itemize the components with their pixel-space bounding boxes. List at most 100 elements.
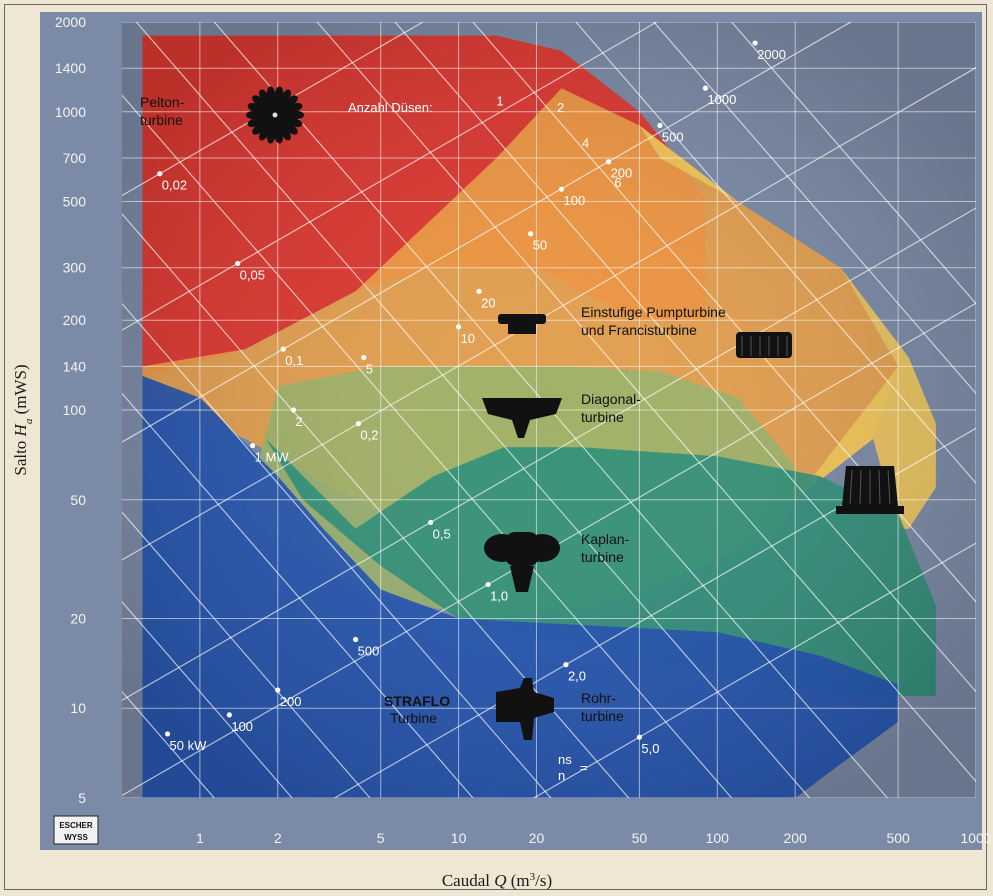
escher-wyss-logo: ESCHER WYSS	[53, 815, 99, 845]
nozzle-count: 4	[582, 135, 589, 150]
speed-label: 0,5	[433, 526, 451, 541]
label-straflo-line1: STRAFLO	[384, 693, 450, 709]
y-tick-label: 100	[63, 402, 87, 418]
power-label: 20	[481, 295, 495, 310]
axis-ticks: 1 2 5 10 20 50 100 200 500 1000510205010014020030…	[55, 14, 992, 846]
nozzle-count: 1	[496, 93, 503, 108]
x-tick-label: 5	[377, 830, 385, 846]
power-label: 200	[280, 694, 302, 709]
label-pelton-line2: turbine	[140, 112, 183, 128]
chart-labels: 50 kW 100 200 500 1 MW 2 5 10 20 50 100 200 500 1000 2…	[140, 40, 786, 783]
x-tick-label: 1000	[960, 830, 991, 846]
y-tick-label: 2000	[55, 14, 86, 30]
marker-dot	[657, 122, 663, 129]
power-label: 500	[358, 643, 380, 658]
speed-label: 0,1	[285, 353, 303, 368]
speed-line	[122, 207, 976, 701]
marker-dot	[428, 519, 434, 525]
speed-line	[532, 542, 976, 798]
label-kaplan-line1: Kaplan-	[581, 531, 630, 547]
bulb-turbine-icon	[496, 678, 554, 740]
label-francis-line2: und Francisturbine	[581, 322, 697, 338]
power-label: 10	[461, 331, 475, 346]
ns-label-top: ns	[558, 752, 572, 767]
y-tick-label: 500	[63, 194, 87, 210]
power-label: 5	[366, 361, 373, 376]
x-tick-label: 200	[783, 830, 807, 846]
power-line	[122, 511, 371, 798]
x-tick-label: 1	[196, 830, 204, 846]
power-line	[730, 22, 976, 305]
y-tick-label: 5	[78, 790, 86, 806]
power-label: 200	[611, 166, 633, 181]
marker-dot	[290, 407, 297, 413]
x-tick-label: 100	[706, 830, 730, 846]
speed-label: 1,0	[490, 588, 508, 603]
y-tick-label: 1400	[55, 60, 86, 76]
nozzle-count: 6	[614, 175, 621, 190]
large-runner-icon	[836, 466, 904, 514]
marker-dot	[280, 346, 286, 352]
speed-label: 0,2	[360, 428, 378, 443]
kaplan-runner-icon	[484, 532, 560, 592]
label-rohr-line2: turbine	[581, 708, 624, 724]
x-tick-label: 50	[632, 830, 648, 846]
power-line	[575, 22, 976, 485]
pumpturbine-runner-icon	[736, 332, 792, 358]
x-tick-label: 2	[274, 830, 282, 846]
y-tick-label: 300	[63, 260, 87, 276]
logo-line1: ESCHER	[59, 821, 93, 830]
marker-dot	[226, 712, 232, 718]
speed-label: 5,0	[641, 741, 659, 756]
power-line	[122, 601, 293, 798]
marker-dot	[563, 662, 569, 668]
speed-label: 2,0	[568, 669, 586, 684]
marker-dot	[157, 171, 163, 177]
power-label: 100	[564, 193, 586, 208]
power-label: 500	[662, 129, 684, 144]
x-tick-label: 10	[451, 830, 467, 846]
power-label: 2	[295, 414, 302, 429]
power-label: 100	[231, 719, 253, 734]
ns-label-eq: =	[580, 760, 588, 775]
marker-dot	[275, 687, 281, 693]
grid	[122, 22, 976, 798]
y-tick-label: 200	[63, 312, 87, 328]
marker-dot	[485, 581, 491, 588]
marker-dot	[476, 288, 482, 294]
marker-dot	[455, 324, 462, 330]
power-line	[122, 392, 474, 798]
y-tick-label: 20	[70, 610, 86, 626]
y-tick-label: 1000	[55, 104, 86, 120]
marker-dot	[164, 731, 171, 737]
francis-runner-icon	[498, 314, 546, 334]
speed-line	[122, 22, 658, 331]
power-label: 1 MW	[255, 450, 290, 465]
speed-line	[122, 22, 852, 443]
marker-dot	[235, 260, 241, 267]
marker-dot	[636, 734, 643, 740]
label-diagonal-line1: Diagonal-	[581, 391, 641, 407]
pelton-wheel-icon	[246, 86, 304, 144]
x-axis-title: Caudal Q (m3/s)	[442, 871, 552, 890]
marker-dot	[355, 421, 362, 427]
speed-label: 0,02	[162, 178, 187, 193]
marker-dot	[250, 442, 256, 449]
label-francis-line1: Einstufige Pumpturbine	[581, 304, 726, 320]
label-kaplan-line2: turbine	[581, 549, 624, 565]
power-line	[653, 22, 976, 395]
logo-line2: WYSS	[64, 833, 88, 842]
power-line	[135, 22, 811, 798]
marker-dot	[361, 354, 367, 361]
power-line	[122, 302, 552, 798]
label-rohr-line1: Rohr-	[581, 690, 616, 706]
power-label: 50 kW	[170, 738, 208, 753]
power-label: 2000	[757, 47, 786, 62]
label-pelton-line1: Pelton-	[140, 94, 185, 110]
y-tick-label: 10	[70, 700, 86, 716]
x-tick-label: 500	[886, 830, 910, 846]
power-label: 50	[533, 238, 547, 253]
x-tick-label: 20	[529, 830, 545, 846]
label-straflo-line2: Turbine	[390, 710, 437, 726]
